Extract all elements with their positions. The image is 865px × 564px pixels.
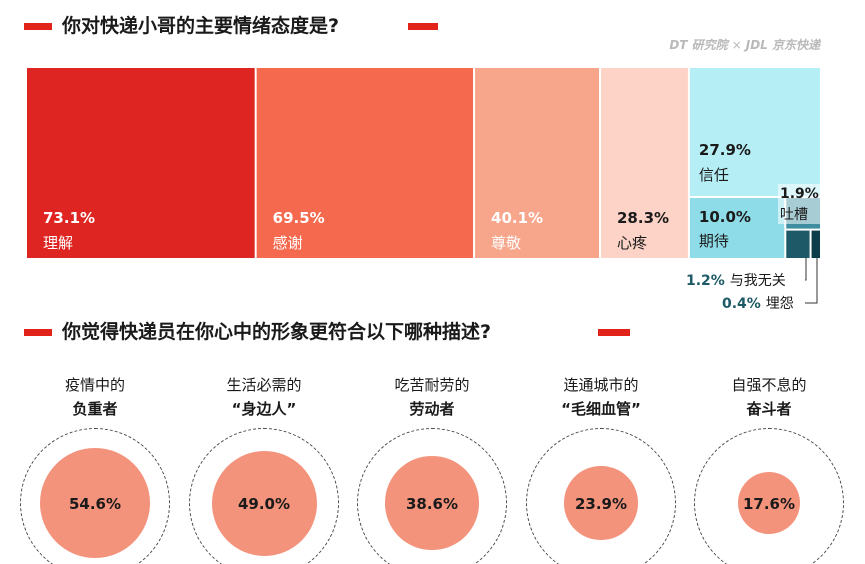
treemap-value: 69.5% xyxy=(273,209,325,227)
bubble-label-line2: “毛细血管” xyxy=(561,400,641,418)
treemap-cell xyxy=(27,68,255,258)
brand-logo: DT 研究院 × JDL 京东快递 xyxy=(669,36,820,53)
jdl-logo: JDL 京东快递 xyxy=(745,38,820,52)
treemap-value: 73.1% xyxy=(43,209,95,227)
treemap-cell xyxy=(811,230,820,258)
bubble-item: 连通城市的 “毛细血管” 23.9% xyxy=(526,372,676,564)
title-accent-bar-left xyxy=(24,23,52,30)
bubble-outer-ring xyxy=(20,428,170,564)
bubble-item: 吃苦耐劳的 劳动者 38.6% xyxy=(357,372,507,564)
bubble-value: 17.6% xyxy=(742,495,796,513)
bubble-label-line1: 疫情中的 xyxy=(64,376,125,394)
dt-logo: DT 研究院 xyxy=(669,38,728,52)
treemap-value: 40.1% xyxy=(491,209,543,227)
treemap-label: 吐槽 xyxy=(780,207,808,223)
treemap-callout: 0.4% 埋怨 xyxy=(722,296,794,312)
bubble-value: 23.9% xyxy=(574,495,628,513)
treemap-value: 10.0% xyxy=(699,208,751,226)
section-2-title: 你觉得快递员在你心中的形象更符合以下哪种描述? xyxy=(62,321,492,343)
treemap-cell xyxy=(256,68,474,258)
bubble-dot xyxy=(39,447,151,559)
label-backdrop xyxy=(778,184,820,224)
treemap-cell xyxy=(475,68,600,258)
bubble-label-line1: 自强不息的 xyxy=(731,376,807,394)
treemap-cell xyxy=(786,230,810,258)
treemap-cell xyxy=(689,198,785,258)
bubble-label-line1: 吃苦耐劳的 xyxy=(394,376,470,394)
bubble-outer-ring xyxy=(526,428,676,564)
bubble-item: 疫情中的 负重者 54.6% xyxy=(20,372,170,564)
bubble-dot xyxy=(211,450,317,556)
treemap-label: 尊敬 xyxy=(491,234,521,252)
bubble-label-line1: 连通城市的 xyxy=(563,376,639,394)
bubble-dot xyxy=(737,471,801,535)
bubble-label-line2: 劳动者 xyxy=(409,400,455,418)
bubble-value: 49.0% xyxy=(237,495,291,513)
bubble-label-line2: 奋斗者 xyxy=(746,400,792,418)
bubble-dot xyxy=(385,456,479,550)
treemap-value: 1.9% xyxy=(780,186,819,202)
treemap-label: 感谢 xyxy=(273,234,303,252)
section-1-title: 你对快递小哥的主要情绪态度是? xyxy=(62,15,340,37)
emotion-treemap: 73.1% 理解 69.5% 感谢 40.1% 尊敬 28.3% 心疼 27.9% 信任 10.0%… xyxy=(27,68,820,312)
bubble-value: 38.6% xyxy=(405,495,459,513)
treemap-cell xyxy=(689,68,820,197)
callout-line xyxy=(805,258,818,304)
bubble-outer-ring xyxy=(189,428,339,564)
bubble-value: 54.6% xyxy=(68,495,122,513)
bubble-outer-ring xyxy=(357,428,507,564)
treemap-label: 心疼 xyxy=(617,234,647,252)
bubble-label-line2: 负重者 xyxy=(72,400,118,418)
section-2-header: 你觉得快递员在你心中的形象更符合以下哪种描述? xyxy=(0,318,865,348)
bubble-label-line1: 生活必需的 xyxy=(226,376,302,394)
treemap-label: 理解 xyxy=(43,234,73,252)
bubble-dot xyxy=(564,466,638,540)
title-accent-bar-left xyxy=(24,329,52,336)
callout-line xyxy=(805,258,807,281)
section-1-header: 你对快递小哥的主要情绪态度是? xyxy=(0,12,865,42)
treemap-value: 28.3% xyxy=(617,209,669,227)
treemap-callout: 1.2% 与我无关 xyxy=(686,273,786,289)
bubble-item: 生活必需的 “身边人” 49.0% xyxy=(189,372,339,564)
treemap-cell xyxy=(601,68,688,258)
brand-separator: × xyxy=(731,38,742,52)
treemap-label: 信任 xyxy=(699,166,729,184)
treemap-value: 27.9% xyxy=(699,141,751,159)
bubble-item: 自强不息的 奋斗者 17.6% xyxy=(694,372,844,564)
title-accent-bar-right xyxy=(598,329,630,336)
bubble-outer-ring xyxy=(694,428,844,564)
title-accent-bar-right xyxy=(408,23,438,30)
treemap-label: 期待 xyxy=(699,232,729,250)
bubble-label-line2: “身边人” xyxy=(231,400,297,418)
